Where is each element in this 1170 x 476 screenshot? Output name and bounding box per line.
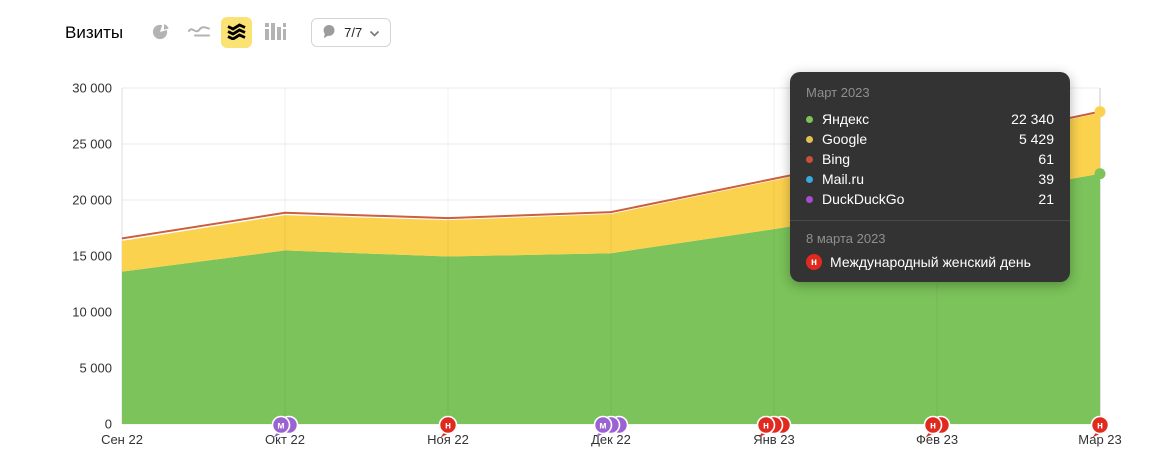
svg-text:н: н	[763, 421, 769, 432]
series-name: Google	[822, 131, 868, 147]
tooltip-event-text: Международный женский день	[830, 254, 1031, 270]
svg-text:н: н	[930, 421, 936, 432]
series-dot-icon	[806, 115, 813, 123]
tooltip-row: Bing 61	[806, 149, 1054, 169]
series-dot-icon	[806, 155, 813, 163]
bar-chart-icon	[264, 21, 286, 44]
holiday-marker-icon[interactable]: н	[756, 415, 776, 438]
y-tick-label: 25 000	[72, 137, 112, 152]
tooltip-row: DuckDuckGo 21	[806, 189, 1054, 209]
x-tick-label: Дек 22	[591, 432, 631, 447]
x-tick-label: Ноя 22	[427, 432, 469, 447]
stacked-area-chart-button[interactable]	[221, 17, 253, 48]
x-tick-label: Сен 22	[101, 432, 143, 447]
holiday-badge-icon: н	[806, 254, 822, 270]
svg-text:н: н	[445, 421, 451, 432]
tooltip-row: Яндекс 22 340	[806, 109, 1054, 129]
area-google	[122, 112, 1100, 272]
series-name: DuckDuckGo	[822, 191, 905, 207]
tooltip-event-date: 8 марта 2023	[806, 231, 886, 246]
series-dot-icon	[806, 175, 813, 183]
svg-text:м: м	[277, 421, 284, 432]
tooltip-period-title: Март 2023	[806, 85, 870, 100]
line-chart-icon	[187, 22, 211, 43]
y-tick-label: 30 000	[72, 81, 112, 96]
x-tick-label: Мар 23	[1078, 432, 1122, 447]
x-tick-label: Фев 23	[916, 432, 958, 447]
pie-chart-icon	[151, 22, 171, 44]
x-tick-label: Янв 23	[753, 432, 795, 447]
chart-tooltip: Март 2023 Яндекс 22 340 Google 5 429 Bing 61 M…	[790, 72, 1070, 282]
series-dot-icon	[806, 135, 813, 143]
tooltip-divider	[790, 220, 1070, 221]
pie-chart-button[interactable]	[145, 17, 176, 48]
bar-chart-button[interactable]	[259, 17, 290, 48]
y-tick-label: 20 000	[72, 193, 112, 208]
tooltip-rows: Яндекс 22 340 Google 5 429 Bing 61 Mail.ru 39 Du…	[806, 109, 1054, 209]
series-value: 5 429	[1018, 131, 1054, 147]
series-value: 22 340	[1011, 111, 1054, 127]
series-name: Bing	[822, 151, 851, 167]
chart-header: Визиты	[65, 17, 392, 48]
svg-text:н: н	[1097, 421, 1103, 432]
series-dot-icon	[806, 195, 813, 203]
stacked-area-chart-icon	[227, 22, 246, 43]
series-value: 61	[1038, 151, 1054, 167]
comment-bubble-icon	[322, 24, 337, 42]
holiday-marker-icon[interactable]: н	[923, 415, 943, 438]
series-name: Яндекс	[822, 111, 870, 127]
y-tick-label: 5 000	[79, 361, 112, 376]
series-value: 21	[1038, 191, 1054, 207]
tooltip-row: Mail.ru 39	[806, 169, 1054, 189]
holiday-marker-icon[interactable]: н	[1090, 415, 1110, 438]
holiday-marker-icon[interactable]: н	[438, 415, 458, 438]
hover-dot-google	[1094, 106, 1106, 118]
hover-dot-yandex	[1094, 168, 1106, 180]
chevron-down-icon	[369, 25, 380, 40]
line-chart-button[interactable]	[183, 17, 214, 48]
holiday-marker-icon[interactable]: м	[593, 415, 613, 438]
comments-dropdown-button[interactable]: 7/7	[311, 18, 392, 47]
comments-count: 7/7	[344, 25, 363, 40]
series-name: Mail.ru	[822, 171, 865, 187]
tooltip-event-row: н Международный женский день	[806, 254, 1054, 270]
series-value: 39	[1038, 171, 1054, 187]
tooltip-row: Google 5 429	[806, 129, 1054, 149]
svg-text:м: м	[599, 421, 606, 432]
x-tick-label: Окт 22	[265, 432, 305, 447]
page-title: Визиты	[65, 22, 124, 42]
holiday-marker-icon[interactable]: м	[271, 415, 291, 438]
y-tick-label: 0	[105, 417, 112, 432]
y-tick-label: 10 000	[72, 305, 112, 320]
y-tick-label: 15 000	[72, 249, 112, 264]
